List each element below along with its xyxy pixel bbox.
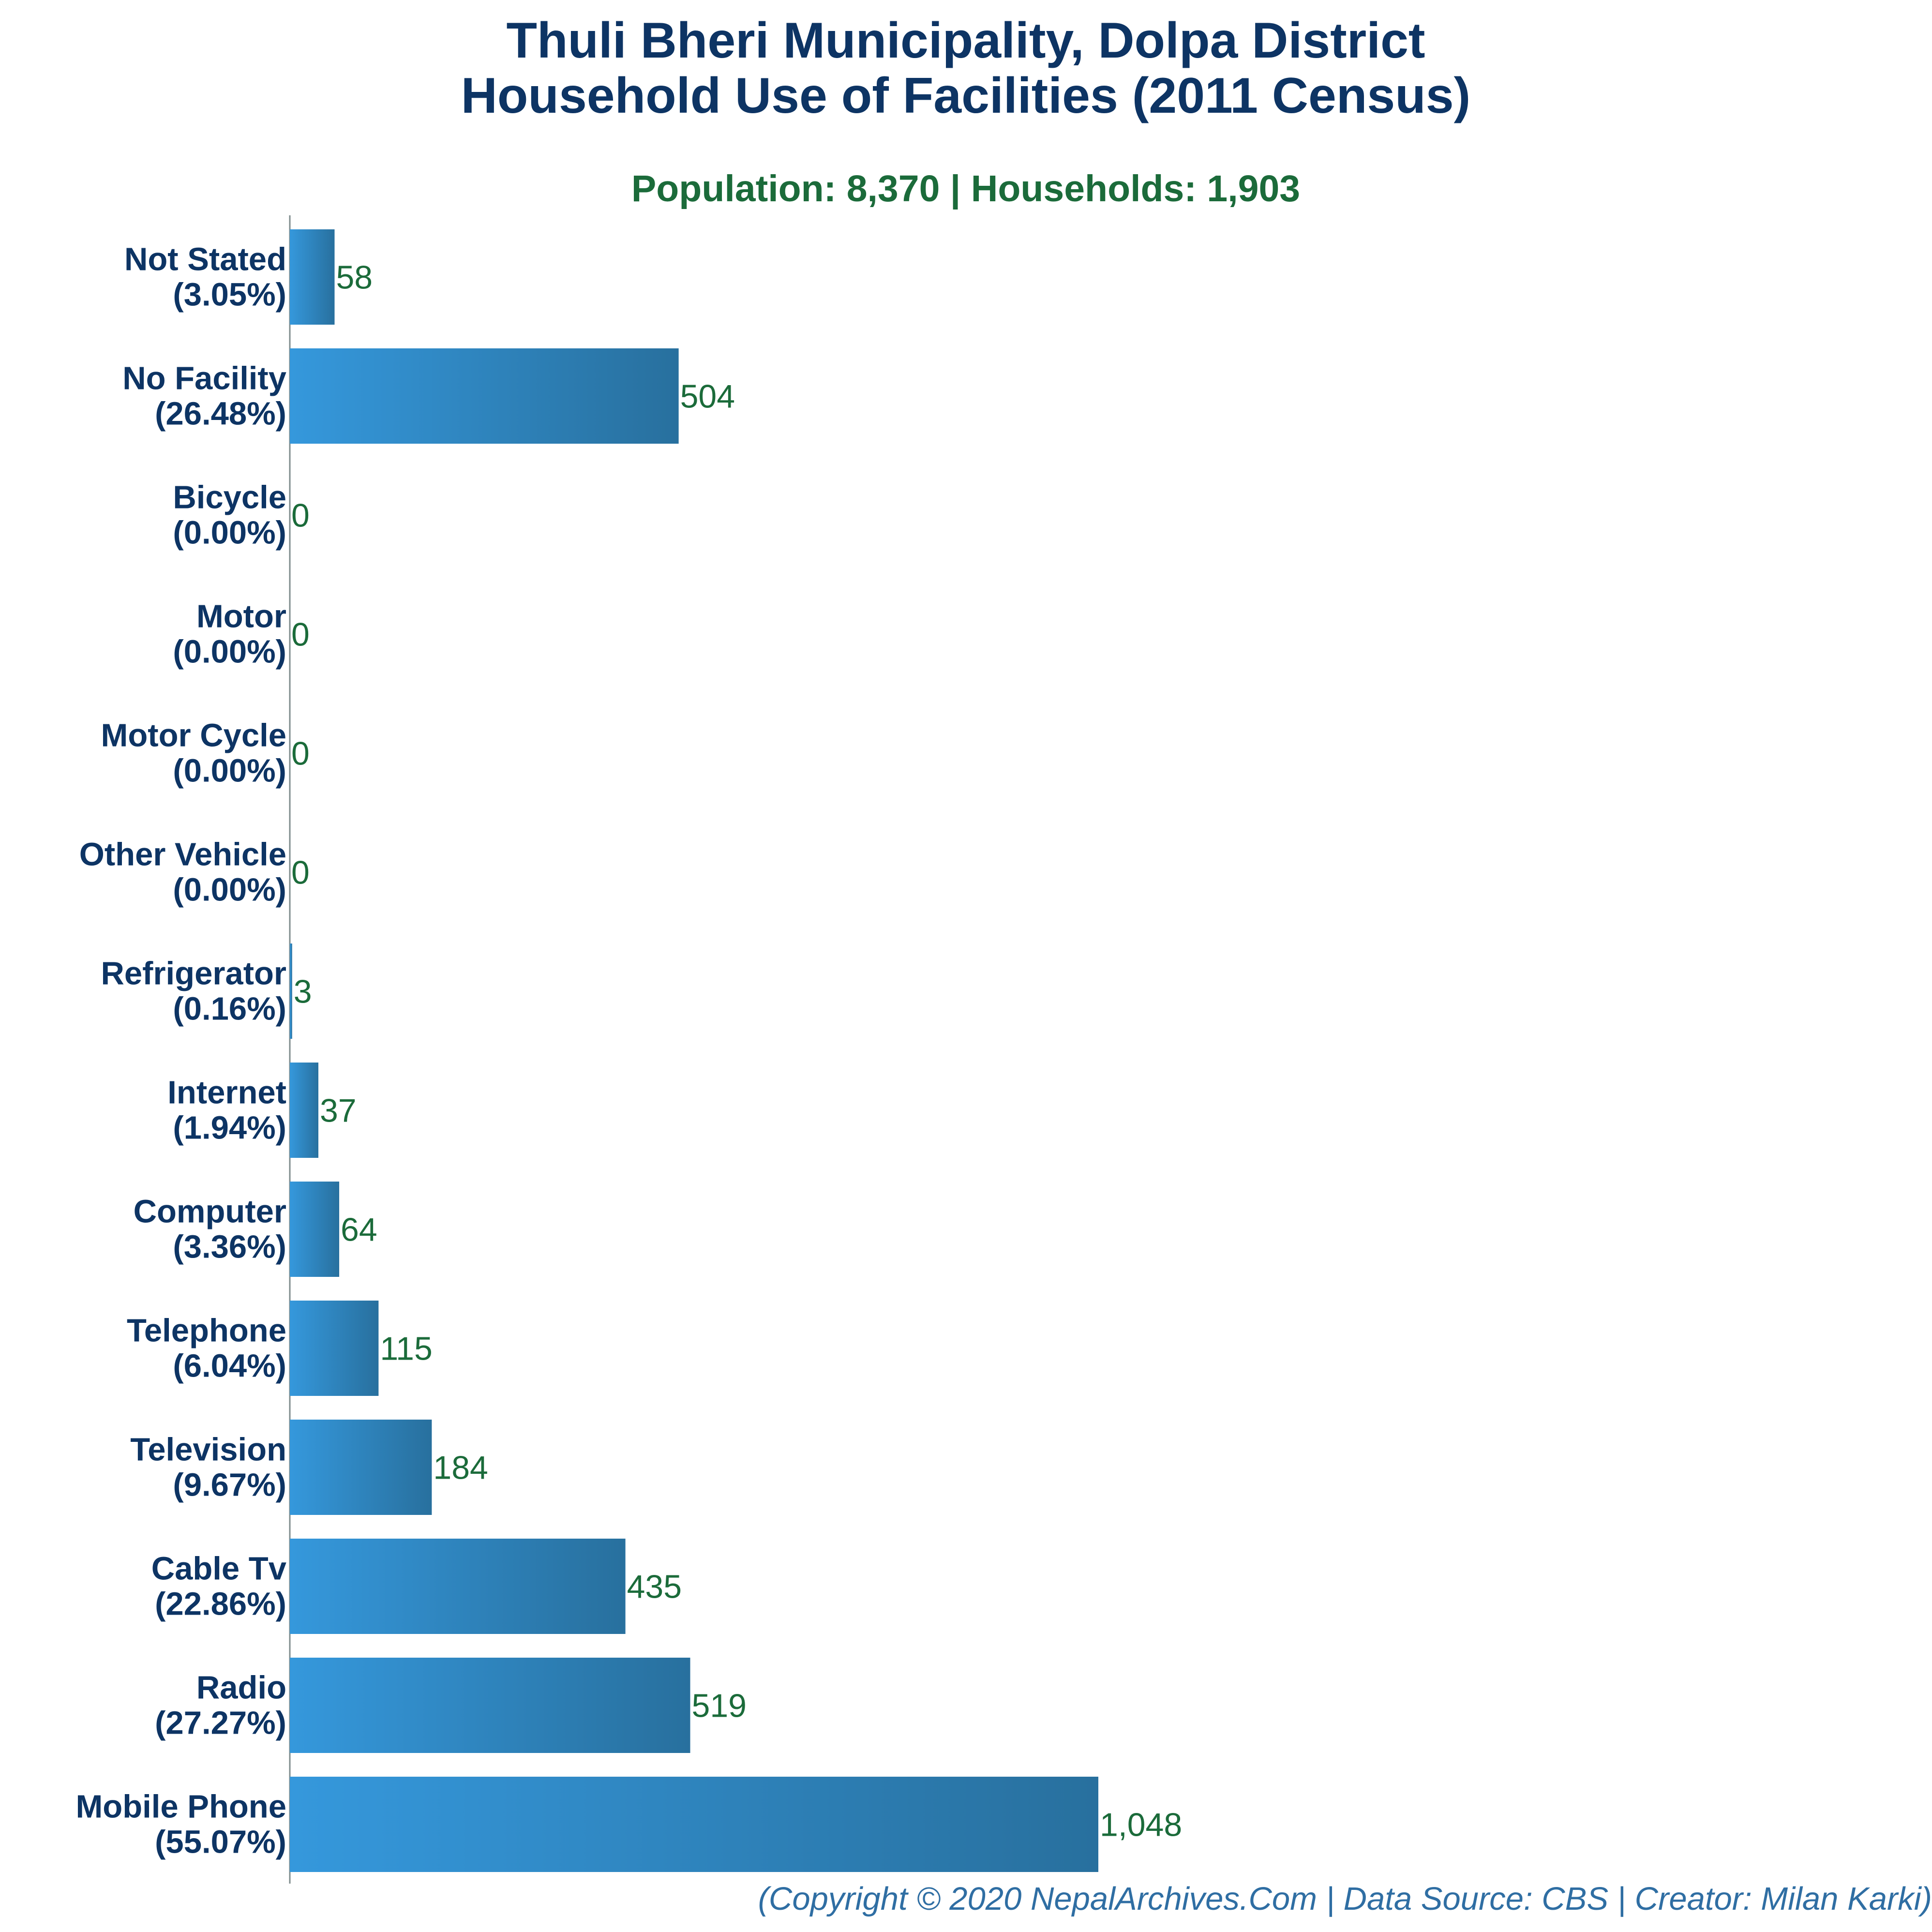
footer-credit: (Copyright © 2020 NepalArchives.Com | Da… [758, 1881, 1932, 1917]
bar [290, 1063, 318, 1158]
category-label: No Facility (26.48%) [122, 360, 286, 432]
category-label: Refrigerator (0.16%) [101, 956, 286, 1027]
category-name: Not Stated [124, 241, 286, 278]
bar-value-label: 504 [680, 378, 735, 415]
chart-subtitle: Population: 8,370 | Households: 1,903 [631, 168, 1300, 210]
category-name: Cable Tv [151, 1551, 286, 1587]
category-name: Internet [167, 1075, 286, 1111]
category-label: Bicycle (0.00%) [173, 479, 286, 551]
chart-title-line1: Thuli Bheri Municipality, Dolpa District [506, 13, 1425, 69]
category-label: Motor Cycle (0.00%) [101, 718, 286, 789]
category-percent: (26.48%) [155, 396, 286, 432]
category-percent: (0.00%) [173, 753, 286, 789]
category-label: Motor (0.00%) [173, 599, 286, 670]
bar [290, 1420, 432, 1515]
category-label: Computer (3.36%) [134, 1194, 286, 1265]
category-label: Television (9.67%) [130, 1432, 286, 1503]
category-name: Motor Cycle [101, 718, 286, 754]
bar [290, 229, 335, 325]
bar-value-label: 3 [294, 973, 312, 1010]
bar [290, 1539, 626, 1634]
category-name: Telephone [127, 1313, 286, 1349]
category-percent: (22.86%) [155, 1586, 286, 1622]
bar-value-label: 115 [380, 1331, 432, 1367]
category-percent: (3.05%) [173, 277, 286, 313]
category-percent: (55.07%) [155, 1824, 286, 1860]
category-percent: (0.00%) [173, 515, 286, 551]
category-name: Computer [134, 1194, 286, 1230]
category-percent: (6.04%) [173, 1348, 286, 1384]
bar-value-label: 0 [291, 497, 310, 534]
bar [290, 348, 679, 444]
category-name: Bicycle [173, 479, 286, 516]
category-name: No Facility [122, 360, 286, 397]
bars-group: 58 Not Stated (3.05%) 504 No Facility (26.48%… [76, 229, 1182, 1872]
category-percent: (27.27%) [155, 1705, 286, 1741]
category-name: Refrigerator [101, 956, 286, 992]
category-label: Internet (1.94%) [167, 1075, 286, 1146]
category-label: Other Vehicle (0.00%) [79, 837, 286, 908]
category-name: Other Vehicle [79, 837, 286, 873]
category-label: Cable Tv (22.86%) [151, 1551, 286, 1622]
bar [290, 944, 292, 1039]
category-name: Motor [196, 599, 286, 635]
bar [290, 1658, 690, 1753]
bar-value-label: 519 [692, 1688, 747, 1724]
bar-value-label: 184 [433, 1450, 488, 1486]
category-percent: (9.67%) [173, 1467, 286, 1503]
category-name: Mobile Phone [76, 1789, 287, 1825]
category-name: Radio [196, 1670, 286, 1706]
category-name: Television [130, 1432, 286, 1468]
bar-value-label: 435 [627, 1569, 682, 1605]
bar [290, 1301, 379, 1396]
bar-value-label: 64 [341, 1212, 377, 1248]
bar [290, 1182, 340, 1277]
bar-value-label: 0 [291, 735, 310, 772]
category-label: Telephone (6.04%) [127, 1313, 286, 1384]
bar-value-label: 1,048 [1100, 1807, 1182, 1843]
category-percent: (1.94%) [173, 1110, 286, 1146]
category-label: Mobile Phone (55.07%) [76, 1789, 287, 1860]
category-percent: (3.36%) [173, 1229, 286, 1265]
chart-title-line2: Household Use of Facilities (2011 Census… [461, 68, 1470, 124]
category-percent: (0.16%) [173, 991, 286, 1027]
bar-value-label: 58 [336, 259, 373, 296]
category-label: Radio (27.27%) [155, 1670, 286, 1741]
category-percent: (0.00%) [173, 634, 286, 670]
category-label: Not Stated (3.05%) [124, 241, 286, 313]
bar-value-label: 0 [291, 854, 310, 891]
bar [290, 1777, 1098, 1872]
category-percent: (0.00%) [173, 872, 286, 908]
bar-value-label: 0 [291, 616, 310, 653]
bar-value-label: 37 [320, 1093, 357, 1129]
